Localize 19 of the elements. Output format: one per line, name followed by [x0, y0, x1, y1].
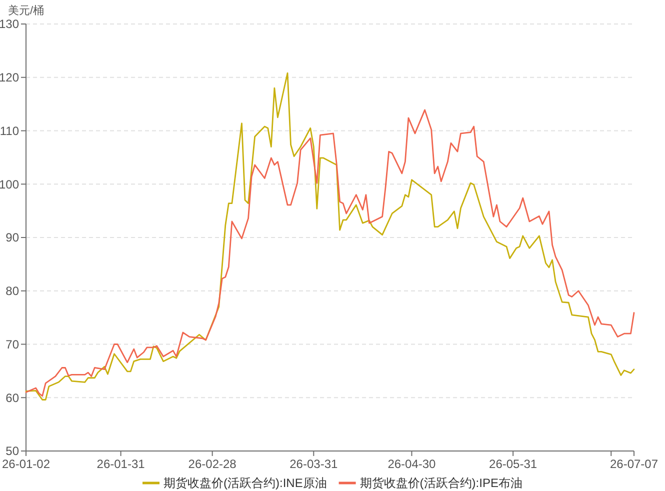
- x-tick-label: 26-03-31: [290, 457, 338, 471]
- y-tick-label: 60: [6, 390, 20, 405]
- legend-label: 期货收盘价(活跃合约):INE原油: [164, 476, 327, 490]
- y-tick-label: 130: [0, 17, 20, 32]
- x-tick-label: 26-01-02: [2, 457, 50, 471]
- y-tick-label: 80: [6, 284, 20, 298]
- y-axis-title: 美元/桶: [8, 4, 44, 17]
- y-tick-label: 100: [0, 177, 20, 192]
- y-tick-label: 50: [6, 444, 20, 458]
- x-tick-label: 26-07-07: [610, 457, 658, 471]
- y-tick-label: 120: [0, 70, 20, 85]
- x-tick-label: 26-01-31: [96, 457, 146, 471]
- y-tick-label: 70: [6, 337, 20, 352]
- y-tick-label: 90: [6, 230, 20, 245]
- x-tick-label: 26-04-30: [388, 457, 436, 471]
- y-tick-label: 110: [0, 124, 20, 138]
- legend-label: 期货收盘价(活跃合约):IPE布油: [360, 476, 522, 490]
- x-tick-label: 26-05-31: [489, 457, 538, 471]
- x-tick-label: 26-02-28: [188, 457, 237, 471]
